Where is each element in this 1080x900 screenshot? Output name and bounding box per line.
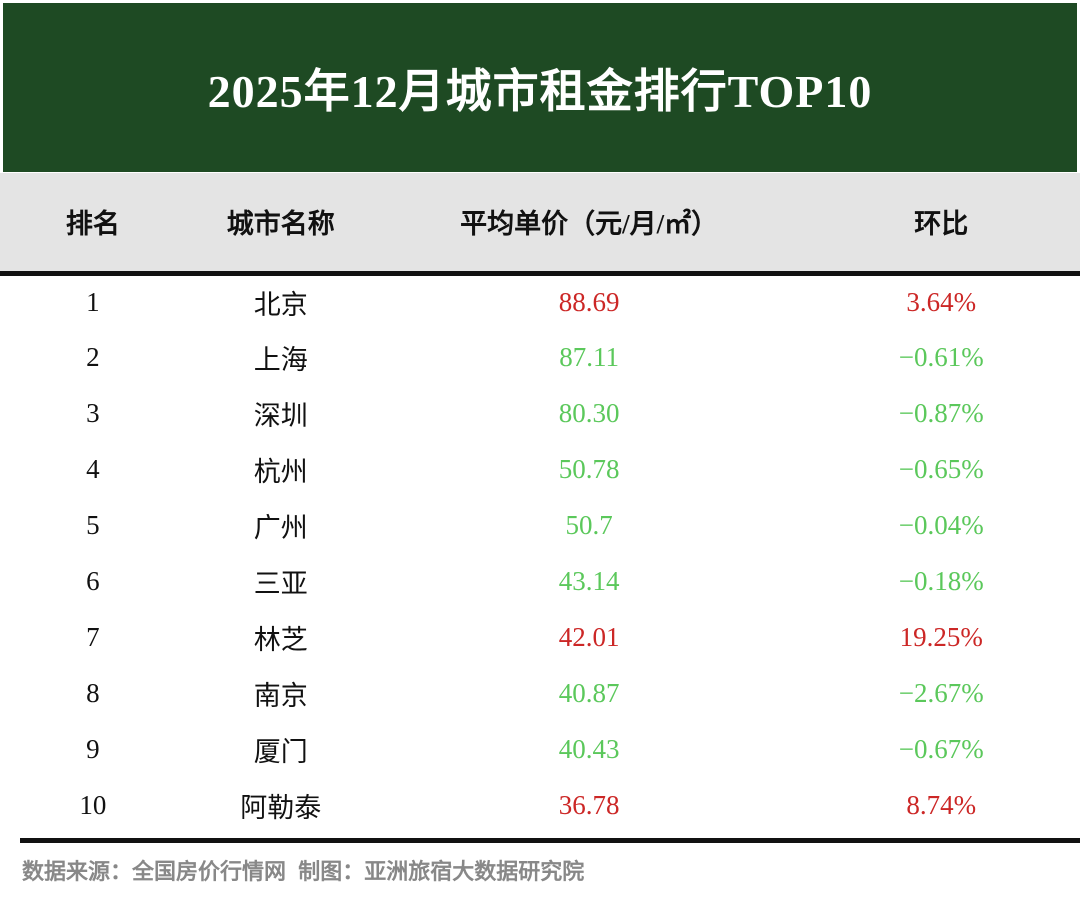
city-cell: 上海: [253, 344, 308, 375]
footer-note: 数据来源：全国房价行情网 制图：亚洲旅宿大数据研究院: [22, 859, 585, 884]
change-cell: −0.04%: [898, 509, 984, 540]
rank-cell: 8: [86, 677, 100, 708]
price-cell: 87.11: [559, 341, 619, 372]
price-cell: 50.7: [565, 509, 613, 540]
rent-ranking-table: 排名 城市名称 平均单价（元/月/㎡） 环比 1 北京 88.69 3.64% 2 上海 8…: [0, 173, 1080, 833]
column-header-price: 平均单价（元/月/㎡）: [375, 173, 803, 276]
table-row: 3 深圳 80.30 −0.87%: [0, 385, 1080, 441]
column-header-rank: 排名: [0, 173, 186, 276]
rank-cell: 3: [86, 397, 100, 428]
change-cell: −0.18%: [898, 565, 984, 596]
city-cell: 阿勒泰: [240, 792, 322, 823]
table-row: 6 三亚 43.14 −0.18%: [0, 553, 1080, 609]
rank-cell: 5: [86, 509, 100, 540]
change-cell: −2.67%: [898, 677, 984, 708]
price-cell: 36.78: [558, 789, 620, 820]
table-row: 5 广州 50.7 −0.04%: [0, 497, 1080, 553]
price-cell: 50.78: [558, 453, 620, 484]
change-cell: −0.61%: [898, 341, 984, 372]
price-cell: 40.43: [558, 733, 620, 764]
change-cell: 8.74%: [906, 789, 977, 820]
city-cell: 南京: [253, 680, 308, 711]
table-body: 1 北京 88.69 3.64% 2 上海 87.11 −0.61% 3 深圳 80.30 −0.87…: [0, 273, 1080, 833]
city-cell: 厦门: [253, 736, 308, 767]
rank-cell: 7: [86, 621, 100, 652]
change-cell: −0.67%: [898, 733, 984, 764]
city-cell: 三亚: [253, 568, 308, 599]
change-cell: 3.64%: [906, 286, 977, 317]
change-cell: −0.65%: [898, 453, 984, 484]
rank-cell: 4: [86, 453, 100, 484]
table-row: 8 南京 40.87 −2.67%: [0, 665, 1080, 721]
price-cell: 40.87: [558, 677, 620, 708]
price-cell: 88.69: [558, 286, 620, 317]
city-cell: 杭州: [253, 456, 308, 487]
price-cell: 80.30: [558, 397, 620, 428]
rank-cell: 2: [86, 341, 100, 372]
table-row: 4 杭州 50.78 −0.65%: [0, 441, 1080, 497]
rank-cell: 1: [86, 286, 100, 317]
price-cell: 42.01: [558, 621, 620, 652]
column-header-city: 城市名称: [185, 173, 376, 276]
city-cell: 林芝: [253, 624, 308, 655]
table-row: 7 林芝 42.01 19.25%: [0, 609, 1080, 665]
rank-cell: 6: [86, 565, 100, 596]
table-row: 10 阿勒泰 36.78 8.74%: [0, 777, 1080, 833]
price-cell: 43.14: [558, 565, 620, 596]
city-cell: 广州: [253, 512, 308, 543]
table-row: 9 厦门 40.43 −0.67%: [0, 721, 1080, 777]
city-cell: 深圳: [253, 400, 308, 431]
table-row: 2 上海 87.11 −0.61%: [0, 329, 1080, 385]
bottom-divider: [20, 838, 1080, 843]
change-cell: −0.87%: [898, 397, 984, 428]
title-banner: 2025年12月城市租金排行TOP10: [3, 3, 1077, 172]
table-header-row: 排名 城市名称 平均单价（元/月/㎡） 环比: [0, 173, 1080, 276]
rank-cell: 10: [79, 789, 107, 820]
column-header-change: 环比: [802, 173, 1080, 276]
city-cell: 北京: [253, 289, 308, 320]
rank-cell: 9: [86, 733, 100, 764]
table-row: 1 北京 88.69 3.64%: [0, 273, 1080, 329]
change-cell: 19.25%: [899, 621, 983, 652]
page-title: 2025年12月城市租金排行TOP10: [207, 65, 873, 117]
